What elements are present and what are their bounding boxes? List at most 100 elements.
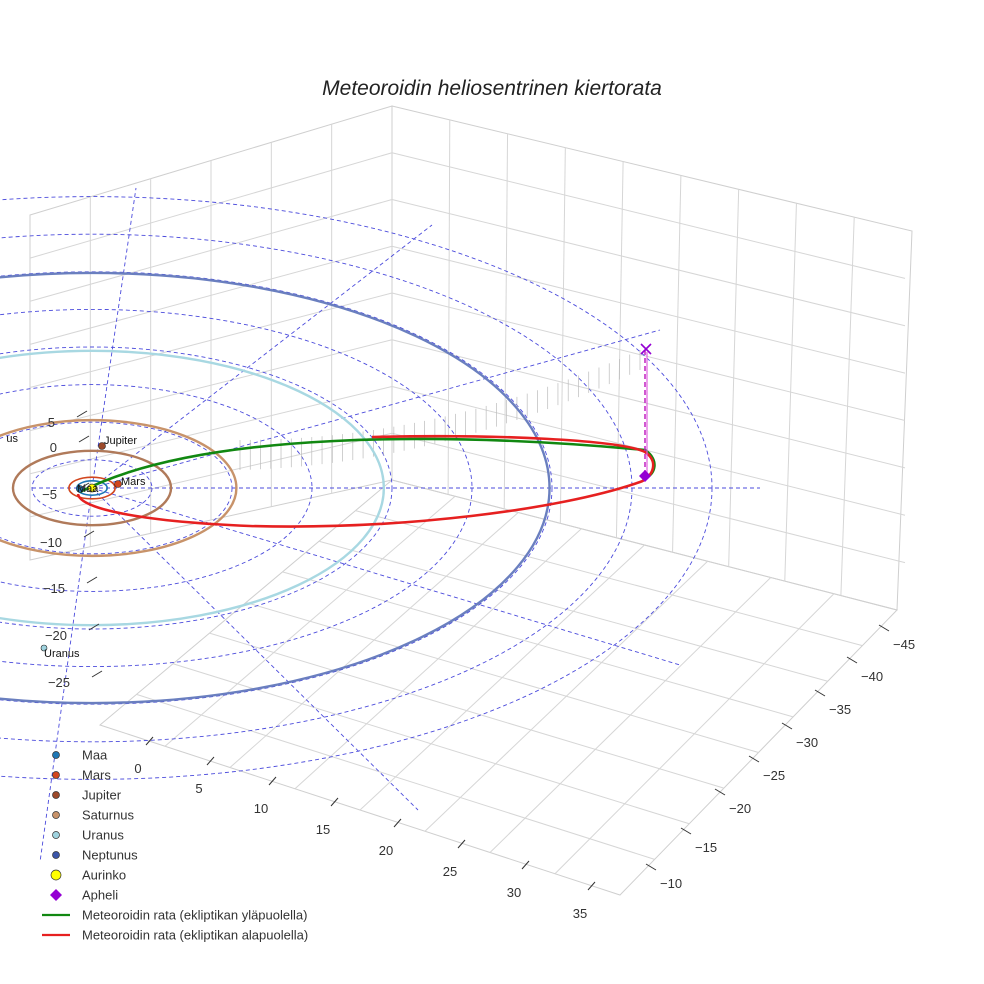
y-tick-label: 0 [50,440,57,455]
ecliptic-spoke [91,224,433,489]
legend-item: Aurinko [50,868,126,883]
x-tick-label: 10 [254,801,268,816]
y-tick-label: 5 [48,415,55,430]
legend-diamond-icon [50,889,62,901]
sun-marker [87,483,97,493]
orbit-mars [68,476,116,500]
grid-line-horizontal [29,386,393,475]
meteoroid-orbit [76,434,656,528]
legend-circle-icon [52,791,60,799]
ecliptic-grid [0,187,760,863]
legend-circle-icon [52,751,60,759]
floor-grid-line [424,560,708,832]
x-tick-mark [206,756,215,766]
orbit-neptunus [0,271,551,705]
grid-line-horizontal [29,339,393,432]
floor [98,479,898,896]
orbit-uranus [0,349,385,627]
legend-circle-icon [50,869,62,881]
floor-grid-line [245,602,759,753]
legend-item: Meteoroidin rata (ekliptikan yläpuolella… [42,908,307,923]
y-tick-label: −10 [40,535,62,550]
depth-tick-label: −20 [729,801,751,816]
y-tick-label: −15 [43,581,65,596]
y-tick-mark [78,435,90,443]
ecliptic-spoke [91,487,419,811]
x-tick-label: 35 [573,906,587,921]
x-tick-mark [268,776,277,786]
depth-tick-mark [748,755,760,763]
legend-label: Uranus [82,828,124,843]
depth-axis-ticks: −45 −40 −35 −30 −25 −20 −15 −10 [645,624,915,891]
y-tick-mark [76,410,88,418]
legend-circle-icon [52,831,60,839]
depth-tick-label: −10 [660,876,682,891]
grid-line-horizontal [29,152,393,259]
grid-line-horizontal [391,432,906,564]
ecliptic-spoke [91,187,137,489]
y-tick-mark [91,670,103,678]
planet-label-uranus: Uranus [44,648,80,660]
legend-item: Uranus [52,828,124,843]
legend-item: Meteoroidin rata (ekliptikan alapuolella… [42,928,308,943]
x-tick-label: 20 [379,843,393,858]
jupiter-marker [98,442,106,450]
legend-item: Jupiter [52,788,122,803]
x-tick-mark [393,818,402,828]
x-tick-label: 30 [507,885,521,900]
planet-label-jupiter: Jupiter [104,435,137,447]
y-tick-label: −25 [48,675,70,690]
depth-tick-mark [781,722,793,730]
x-tick-label: 5 [195,781,202,796]
floor-grid-line [489,577,772,853]
legend-label: Maa [82,748,108,763]
grid-line-horizontal [391,386,906,516]
depth-tick-label: −25 [763,768,785,783]
legend-circle-icon [52,851,60,859]
x-tick-mark [457,839,466,849]
floor-grid-line [282,571,794,718]
y-tick-mark [78,482,90,490]
grid-line-horizontal [391,245,906,374]
floor-grid-line [355,510,863,647]
legend-label: Saturnus [82,808,135,823]
legend-item: Maa [52,748,108,763]
planet-orbits [0,271,551,705]
depth-tick-mark [645,863,657,871]
y-tick-mark [88,623,100,631]
orbit-jupiter [11,449,173,527]
depth-tick-mark [814,689,826,697]
grid-line-horizontal [391,339,906,469]
planet-label-mars: Mars [121,476,146,488]
legend-label: Neptunus [82,848,138,863]
grid-line-horizontal [391,199,906,327]
floor-grid-line [554,593,835,875]
x-tick-mark [521,860,530,870]
depth-tick-label: −15 [695,840,717,855]
orbit-saturnus [0,418,238,558]
legend-item: Mars [52,768,111,783]
grid-line-horizontal [391,152,906,279]
depth-tick-mark [878,624,890,632]
legend-item: Saturnus [52,808,135,823]
legend-label: Aurinko [82,868,126,883]
box-grid [29,105,913,896]
ecliptic-spoke [91,487,681,666]
ecliptic-ring [0,346,393,630]
aphelion-x-icon [640,343,652,355]
chart-title: Meteoroidin heliosentrinen kiertorata [322,77,662,100]
meteoroid-orbit-above [79,437,656,494]
depth-tick-label: −35 [829,702,851,717]
floor-grid-line [318,540,828,682]
grid-line-horizontal [29,199,393,302]
depth-tick-label: −45 [893,637,915,652]
x-axis-ticks: 0 5 10 15 20 25 30 35 [134,736,596,921]
legend-circle-icon [52,811,60,819]
y-axis-ticks: 5 0 −5 −10 −15 −20 −25 [40,410,103,690]
aphelion-marker [639,343,652,482]
legend-item: Neptunus [52,848,138,863]
y-tick-mark [86,576,98,584]
legend-circle-icon [52,771,60,779]
uranus-marker [40,644,48,652]
